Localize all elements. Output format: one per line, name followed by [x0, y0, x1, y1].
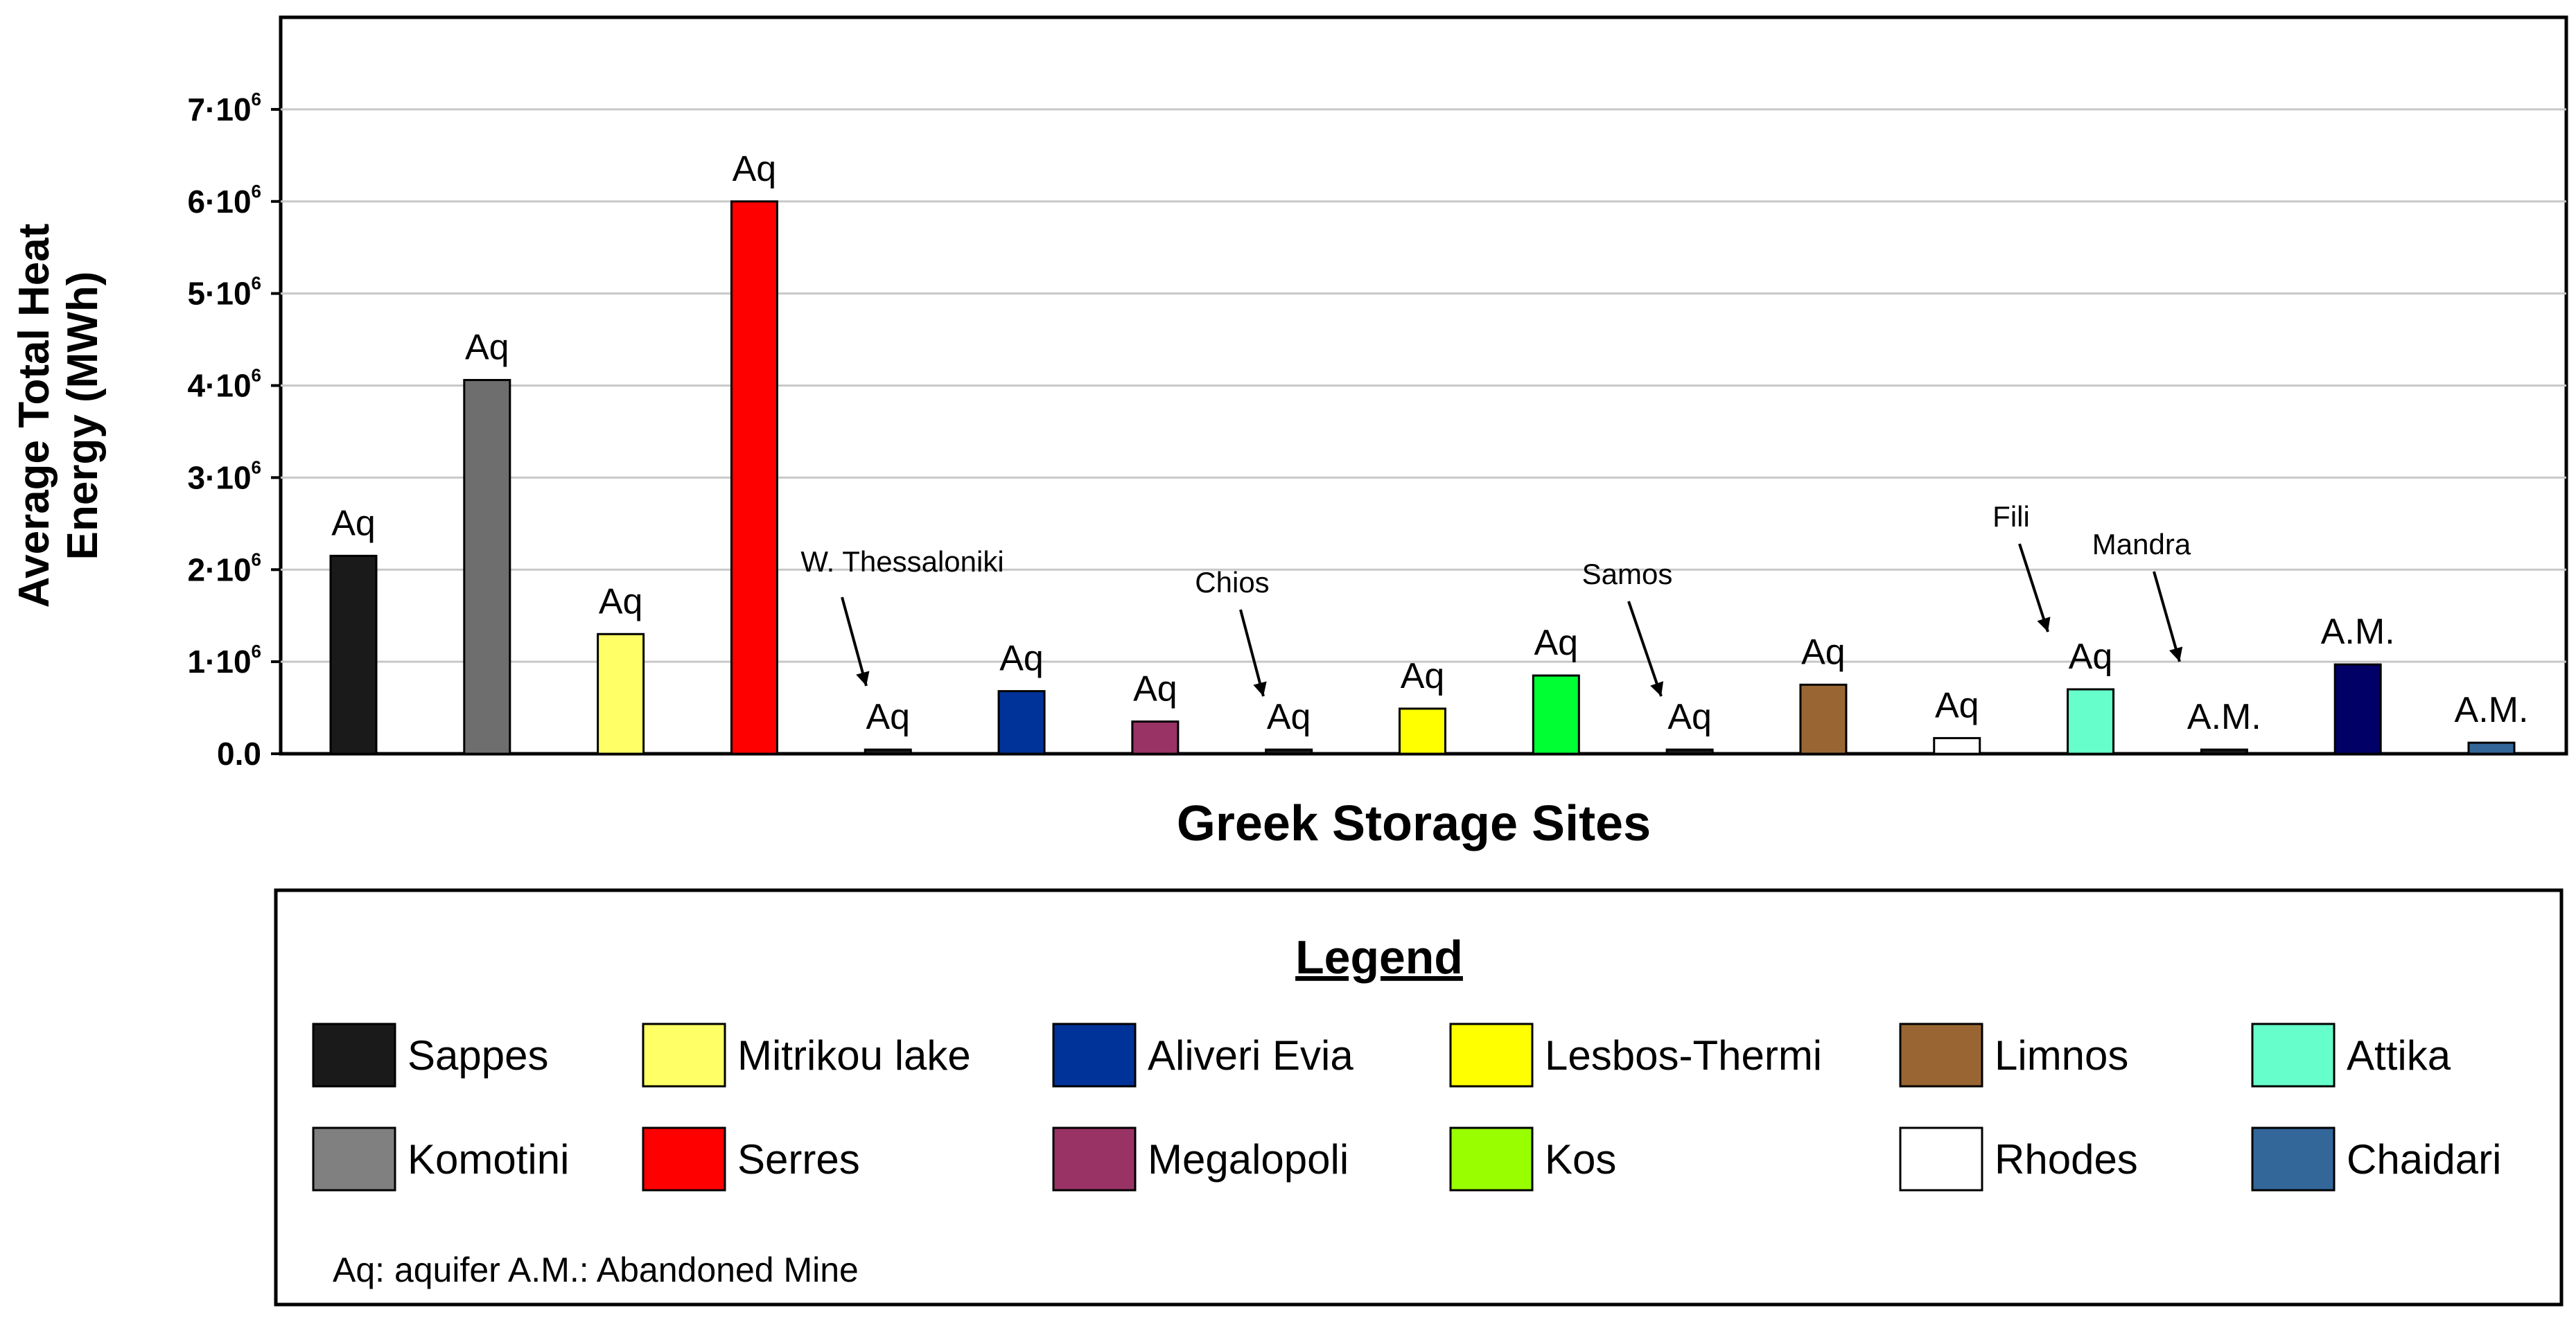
y-axis-ticks: 0.0 1·106 2·106 3·106 4·106 5·106 6·106 7·106 — [187, 89, 281, 772]
arrow-head — [2169, 646, 2183, 662]
legend-label: Megalopoli — [1148, 1136, 1349, 1183]
bar-rhodes — [1933, 736, 1981, 755]
bar-value-label: A.M. — [2321, 612, 2395, 652]
legend-swatch — [2251, 1126, 2336, 1192]
bar-value-label: Aq — [465, 328, 509, 368]
legend-note: Aq: aquifer A.M.: Abandoned Mine — [333, 1250, 859, 1289]
gridlines — [281, 108, 2566, 663]
arrow-head — [856, 671, 870, 686]
legend-label: Kos — [1545, 1136, 1616, 1183]
y-tick-label: 6·106 — [187, 181, 261, 220]
legend-swatch — [1052, 1023, 1137, 1088]
bars — [329, 200, 2516, 755]
legend-label: Limnos — [1995, 1032, 2128, 1079]
y-axis-label-line2: Energy (MWh) — [59, 272, 107, 560]
site-label: Fili — [1992, 500, 2030, 533]
legend-label: Attika — [2347, 1032, 2451, 1079]
bar-w-thessaloniki — [864, 748, 912, 755]
site-label: Mandra — [2092, 528, 2191, 560]
legend-label: Aliveri Evia — [1148, 1032, 1353, 1079]
legend-label: Serres — [737, 1136, 860, 1183]
bar-value-label: A.M. — [2187, 697, 2261, 737]
bar-megalopoli — [1131, 720, 1180, 755]
legend-swatch — [1449, 1126, 1534, 1192]
arrow-line — [841, 596, 868, 687]
y-tick-label: 4·106 — [187, 365, 261, 404]
arrow-head — [1650, 681, 1664, 696]
legend-label: Rhodes — [1995, 1136, 2138, 1183]
legend-title: Legend — [1295, 931, 1463, 984]
site-label: Chios — [1195, 566, 1269, 599]
bar-mandra — [2200, 748, 2248, 755]
y-tick-label: 2·106 — [187, 549, 261, 587]
legend-swatch — [642, 1126, 726, 1192]
bar-lesbos-thermi — [1399, 707, 1446, 755]
bar-komotini — [463, 379, 511, 755]
site-label: Samos — [1582, 558, 1673, 590]
legend-items: Sappes Mitrikou lake Aliveri Evia Lesbos-Th… — [312, 1023, 2501, 1192]
bar-labels: Aq Aq Aq Aq Aq Aq Aq Aq Aq Aq Aq Aq Aq Aq A.M. A.M. A.M. — [331, 149, 2528, 737]
bar-value-label: Aq — [599, 581, 643, 621]
bar-value-label: Aq — [331, 503, 376, 543]
bar-value-label: Aq — [733, 149, 777, 189]
arrow-line — [1239, 609, 1265, 697]
legend-label: Chaidari — [2347, 1136, 2501, 1183]
legend-label: Sappes — [408, 1032, 549, 1079]
arrow-line — [2153, 571, 2181, 662]
bar-value-label: A.M. — [2455, 690, 2529, 730]
y-tick-label: 7·106 — [187, 89, 261, 127]
bar-value-label: Aq — [1935, 685, 1979, 725]
y-tick-label: 5·106 — [187, 273, 261, 312]
bar-mitrikou-lake — [597, 633, 645, 755]
legend-swatch — [1449, 1023, 1534, 1088]
legend-label: Mitrikou lake — [737, 1032, 971, 1079]
bar-limnos — [1799, 683, 1848, 755]
arrow-head — [2037, 617, 2051, 632]
bar-samos — [1665, 748, 1714, 755]
y-tick-label: 3·106 — [187, 457, 261, 495]
bar-value-label: Aq — [999, 639, 1044, 679]
bar-chios — [1265, 748, 1313, 755]
legend-swatch — [1899, 1023, 1983, 1088]
bar-value-label: Aq — [1133, 669, 1177, 709]
bar-sappes — [329, 554, 378, 755]
legend-swatch — [1899, 1126, 1983, 1192]
bar-value-label: Aq — [1267, 697, 1311, 737]
bar-kos — [1532, 674, 1580, 755]
bar-value-label: Aq — [1401, 656, 1445, 696]
legend-swatch — [1052, 1126, 1137, 1192]
bar-aliveri-evia — [997, 690, 1046, 755]
y-tick-label: 1·106 — [187, 641, 261, 680]
bar-value-label: Aq — [1801, 632, 1846, 672]
legend-box — [274, 888, 2564, 1307]
bar-value-label: Aq — [1667, 697, 1712, 737]
bar-serres — [730, 200, 778, 755]
y-tick-label: 0.0 — [217, 736, 261, 772]
legend-swatch — [312, 1126, 396, 1192]
bar-value-label: Aq — [1534, 623, 1579, 663]
arrow-line — [2018, 543, 2049, 633]
legend-swatch — [2251, 1023, 2336, 1088]
bar-chaidari — [2467, 741, 2516, 755]
legend-swatch — [642, 1023, 726, 1088]
bar-value-label: Aq — [2069, 637, 2113, 677]
arrow-head — [1253, 681, 1267, 696]
legend-swatch — [312, 1023, 396, 1088]
legend-label: Komotini — [408, 1136, 569, 1183]
bar-a-m-site — [2333, 663, 2382, 755]
x-axis-label: Greek Storage Sites — [1177, 796, 1651, 851]
y-axis-label-line1: Average Total Heat — [10, 224, 58, 608]
bar-value-label: Aq — [866, 697, 910, 737]
legend: Legend Sappes Mitrikou lake Aliveri Evia Le… — [274, 888, 2564, 1307]
site-label: W. Thessaloniki — [800, 545, 1004, 578]
arrow-line — [1627, 601, 1663, 697]
legend-label: Lesbos-Thermi — [1545, 1032, 1822, 1079]
bar-attika — [2067, 688, 2115, 755]
site-annotations: W. Thessaloniki Chios Samos Fili Mandra — [800, 500, 2191, 697]
